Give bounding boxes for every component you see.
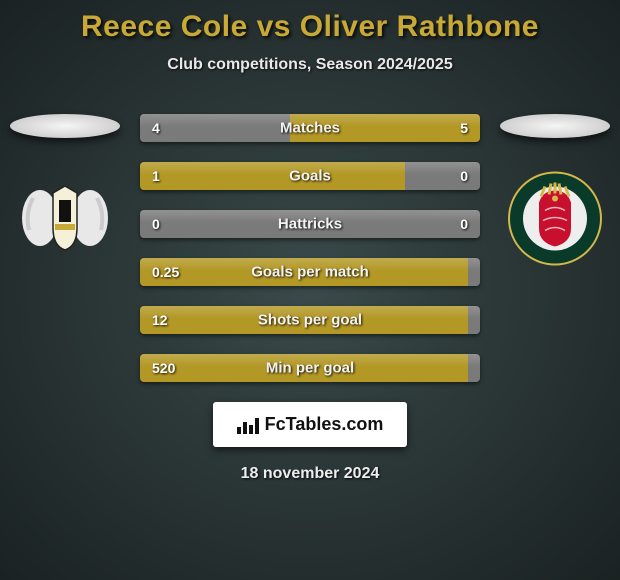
stat-row: 0 0 Hattricks [140, 210, 480, 238]
stat-bar-right [468, 258, 480, 286]
stat-row: 4 5 Matches [140, 114, 480, 142]
stat-bar-right [468, 306, 480, 334]
left-side-col [5, 114, 125, 268]
stat-value-left: 0.25 [152, 264, 179, 280]
page-title: Reece Cole vs Oliver Rathbone [81, 10, 539, 44]
stat-label: Hattricks [278, 216, 342, 233]
stat-bar-right: 0 [405, 162, 480, 190]
stat-value-right: 0 [460, 168, 468, 184]
right-player-marker [500, 114, 610, 138]
stat-label: Goals [289, 168, 331, 185]
right-team-crest [505, 168, 605, 268]
comparison-container: Reece Cole vs Oliver Rathbone Club compe… [0, 0, 620, 493]
stat-label: Min per goal [266, 360, 354, 377]
wrexham-crest-icon [505, 166, 605, 271]
brand-suffix: Tables.com [286, 414, 384, 434]
stat-row: 520 Min per goal [140, 354, 480, 382]
right-side-col [495, 114, 615, 268]
footer-brand-text: FcTables.com [265, 414, 384, 435]
stat-row: 0.25 Goals per match [140, 258, 480, 286]
main-area: 4 5 Matches 1 0 Goals 0 0 Hattricks 0.25 Goals per… [0, 114, 620, 382]
stat-label: Goals per match [251, 264, 369, 281]
stats-bars: 4 5 Matches 1 0 Goals 0 0 Hattricks 0.25 Goals per… [140, 114, 480, 382]
stat-value-left: 4 [152, 120, 160, 136]
stat-label: Matches [280, 120, 340, 137]
stat-value-right: 0 [460, 216, 468, 232]
stat-value-left: 520 [152, 360, 175, 376]
left-player-marker [10, 114, 120, 138]
stat-bar-right [468, 354, 480, 382]
stat-value-left: 12 [152, 312, 168, 328]
stat-bar-left: 4 [140, 114, 290, 142]
stat-value-left: 0 [152, 216, 160, 232]
stat-value-right: 5 [460, 120, 468, 136]
stat-row: 12 Shots per goal [140, 306, 480, 334]
exeter-crest-icon [15, 168, 115, 268]
brand-prefix: Fc [265, 414, 286, 434]
stat-row: 1 0 Goals [140, 162, 480, 190]
footer-date: 18 november 2024 [241, 465, 380, 483]
stat-bar-left: 1 [140, 162, 405, 190]
stat-value-left: 1 [152, 168, 160, 184]
left-team-crest [15, 168, 115, 268]
fctables-logo: FcTables.com [213, 402, 408, 447]
stat-label: Shots per goal [258, 312, 362, 329]
page-subtitle: Club competitions, Season 2024/2025 [167, 56, 452, 74]
bar-chart-icon [237, 416, 259, 434]
